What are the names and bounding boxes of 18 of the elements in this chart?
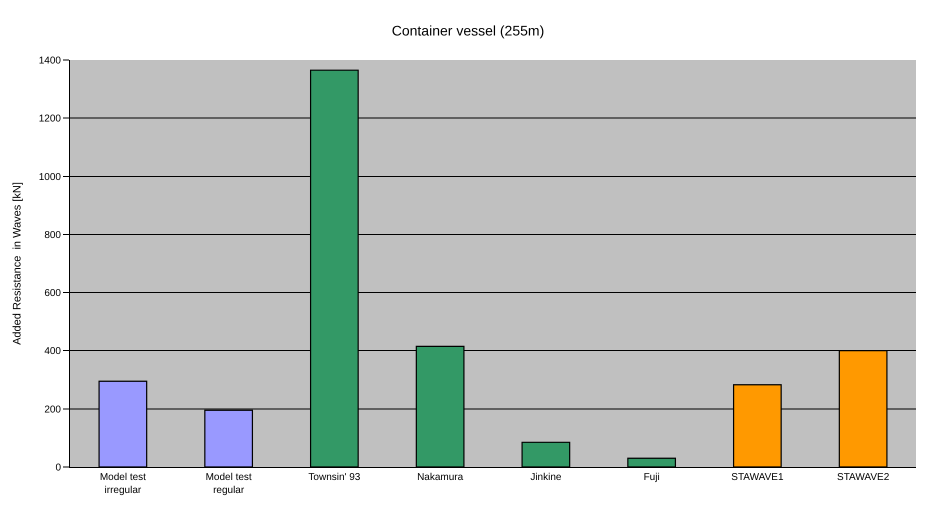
x-tick-label: Townsin' 93 [308, 472, 361, 483]
y-tick-label: 0 [55, 462, 62, 474]
x-tick-label: Jinkine [530, 472, 562, 483]
y-tick-label: 200 [44, 404, 62, 416]
x-tick-label: Nakamura [417, 472, 464, 483]
y-axis-title: Added Resistance in Waves [kN] [11, 182, 24, 345]
x-tick-label: STAWAVE1 [731, 472, 784, 483]
y-tick-label: 800 [44, 230, 62, 241]
x-tick-label: Fuji [644, 472, 660, 483]
y-tick-label: 1200 [38, 114, 62, 125]
x-tick-label: Model test regular [206, 472, 252, 496]
x-tick-label: STAWAVE2 [837, 472, 890, 483]
y-tick-label: 600 [44, 288, 62, 300]
y-tick-label: 1000 [38, 172, 62, 183]
y-tick-label: 1400 [38, 56, 62, 66]
y-tick-label: 400 [44, 346, 62, 358]
chart-title: Container vessel (255m) [392, 22, 544, 39]
x-tick-label: Model test irregular [100, 472, 146, 496]
